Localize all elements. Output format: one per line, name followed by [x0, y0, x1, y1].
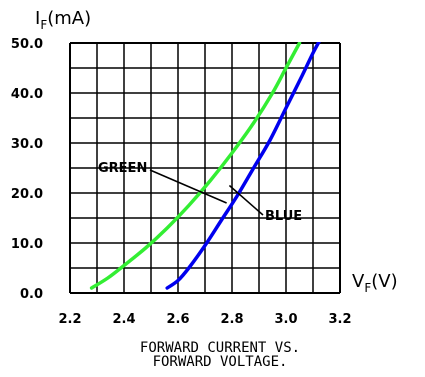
chart-caption-line-2: FORWARD VOLTAGE. [152, 354, 288, 370]
y-tick-label: 30.0 [11, 137, 43, 152]
annotation-label-green: GREEN [98, 161, 147, 176]
annotation-leader-green [149, 169, 227, 204]
x-tick-label: 3.0 [274, 312, 297, 327]
y-tick-label: 50.0 [11, 37, 43, 52]
y-tick-label: 20.0 [11, 187, 43, 202]
y-axis-label: IF(mA) [35, 8, 91, 32]
y-tick-label: 10.0 [11, 237, 43, 252]
x-tick-label: 2.4 [112, 312, 135, 327]
annotation-leader-blue [228, 184, 264, 216]
x-axis-label: VF(V) [352, 271, 398, 295]
x-tick-label: 2.8 [220, 312, 243, 327]
y-tick-label: 40.0 [11, 87, 43, 102]
y-tick-label: 0.0 [20, 287, 43, 302]
annotation-label-blue: BLUE [265, 209, 302, 224]
x-tick-label: 3.2 [328, 312, 351, 327]
series-line-green [89, 42, 302, 290]
x-tick-label: 2.6 [166, 312, 189, 327]
chart-caption-line-1: FORWARD CURRENT VS. [139, 340, 301, 356]
x-tick-label: 2.2 [58, 312, 81, 327]
series-line-blue [165, 42, 321, 290]
